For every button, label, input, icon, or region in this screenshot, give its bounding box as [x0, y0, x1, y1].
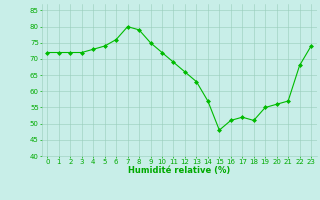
X-axis label: Humidité relative (%): Humidité relative (%) [128, 166, 230, 175]
